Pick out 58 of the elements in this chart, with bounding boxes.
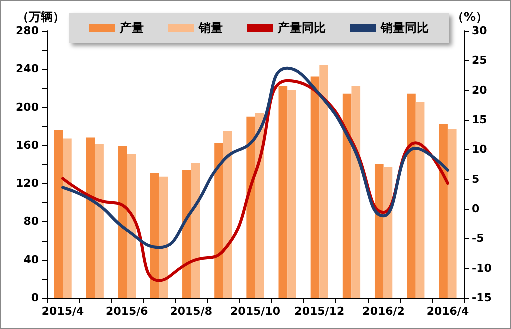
bar xyxy=(310,76,320,298)
bar xyxy=(118,146,128,298)
bar xyxy=(416,102,425,298)
bar xyxy=(95,144,104,298)
x-tick-label: 2016/4 xyxy=(426,305,470,318)
x-tick-label: 2015/12 xyxy=(294,305,345,318)
bar xyxy=(342,94,352,298)
bar xyxy=(191,164,200,298)
bar xyxy=(288,90,296,298)
bar xyxy=(246,116,256,298)
y-tick-label: 120 xyxy=(16,177,40,190)
bar xyxy=(150,173,160,298)
line-series xyxy=(62,66,450,250)
y2-tick-label: -5 xyxy=(472,232,484,246)
y-tick-label: 80 xyxy=(24,215,40,228)
y-tick-label: 200 xyxy=(16,100,40,114)
x-tick-label: 2015/4 xyxy=(42,305,85,318)
y-axis-title: （万辆） xyxy=(17,10,65,24)
y2-tick-label: 25 xyxy=(472,54,488,68)
y-tick-label: 160 xyxy=(16,138,40,152)
y2-tick-label: 10 xyxy=(472,143,488,156)
y2-tick-label: 5 xyxy=(472,172,480,186)
bar xyxy=(214,144,224,298)
bar xyxy=(352,86,361,298)
bar xyxy=(63,138,72,298)
bar xyxy=(278,86,288,298)
bar xyxy=(54,130,64,298)
y-tick-label: 40 xyxy=(24,253,40,266)
bar xyxy=(182,170,192,298)
x-tick-label: 2015/6 xyxy=(106,305,149,318)
bar xyxy=(320,65,328,298)
bar xyxy=(256,113,264,298)
bar xyxy=(407,94,416,298)
legend-label: 产量 xyxy=(119,21,144,35)
x-tick-label: 2015/10 xyxy=(230,305,281,318)
x-tick-label: 2016/2 xyxy=(362,305,405,318)
bar xyxy=(439,124,448,298)
bar xyxy=(159,176,168,298)
y-tick-label: 280 xyxy=(16,24,40,38)
y-tick-label: 0 xyxy=(31,292,40,304)
bar xyxy=(127,154,136,298)
y2-tick-label: 0 xyxy=(472,202,480,216)
bar xyxy=(384,167,393,298)
legend-label: 销量同比 xyxy=(380,21,429,35)
y2-tick-label: 30 xyxy=(472,24,488,38)
bar xyxy=(448,129,457,298)
legend-label: 销量 xyxy=(198,21,223,35)
y-tick-label: 240 xyxy=(16,62,40,76)
y2-axis-title: （%） xyxy=(452,10,488,24)
bar xyxy=(374,164,384,298)
bar xyxy=(223,131,232,298)
y2-tick-label: 15 xyxy=(472,114,488,126)
legend-label: 产量同比 xyxy=(277,21,326,35)
bar xyxy=(86,138,96,298)
y2-tick-label: -10 xyxy=(472,262,492,275)
x-tick-label: 2015/8 xyxy=(170,305,212,318)
y2-tick-label: 20 xyxy=(472,84,488,97)
y2-tick-label: -15 xyxy=(472,292,492,304)
